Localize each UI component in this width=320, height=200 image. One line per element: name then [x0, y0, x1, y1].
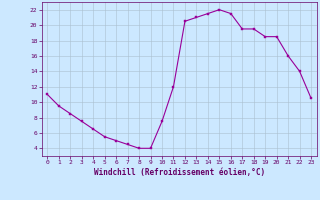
X-axis label: Windchill (Refroidissement éolien,°C): Windchill (Refroidissement éolien,°C) — [94, 168, 265, 177]
